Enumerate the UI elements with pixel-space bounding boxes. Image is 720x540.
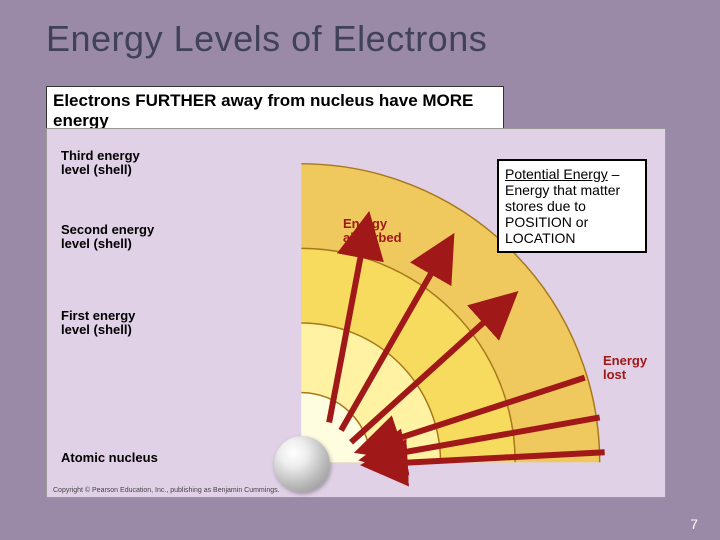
copyright-text: Copyright © Pearson Education, Inc., pub…	[53, 487, 280, 494]
nucleus-sphere	[274, 436, 330, 492]
page-number: 7	[690, 516, 698, 532]
label-nucleus: Atomic nucleus	[61, 451, 158, 465]
label-second-shell: Second energylevel (shell)	[61, 223, 154, 252]
energy-shell-diagram: Third energylevel (shell) Second energyl…	[46, 128, 666, 498]
page-title: Energy Levels of Electrons	[46, 18, 487, 60]
label-energy-absorbed: Energyabsorbed	[343, 217, 402, 246]
label-energy-lost: Energylost	[603, 354, 647, 383]
label-third-shell: Third energylevel (shell)	[61, 149, 140, 178]
definition-term: Potential Energy	[505, 166, 608, 182]
label-first-shell: First energylevel (shell)	[61, 309, 135, 338]
definition-box: Potential Energy – Energy that matter st…	[497, 159, 647, 253]
